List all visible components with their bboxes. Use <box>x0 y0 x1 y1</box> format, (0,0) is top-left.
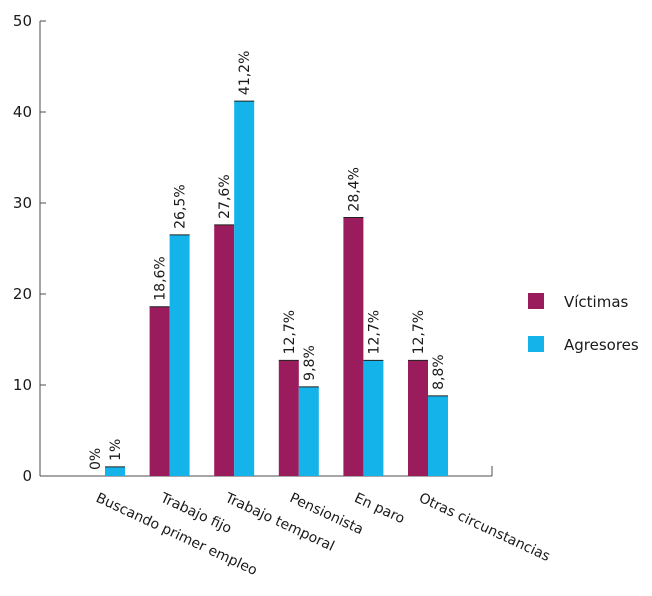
bar-victimas <box>343 217 364 476</box>
data-label: 0% <box>88 448 104 470</box>
bar-victimas <box>278 360 299 476</box>
data-labels: 0% 1%18,6%26,5% 27,6%41,2%12,7%9,8%28,4%12… <box>88 51 447 470</box>
bar-victimas <box>149 306 170 476</box>
y-tick-label: 40 <box>13 103 32 121</box>
legend-swatch <box>528 336 544 352</box>
bar-agresores <box>428 395 448 476</box>
data-label: 12,7% <box>282 310 298 354</box>
data-label: 27,6% <box>217 174 233 218</box>
bar-agresores <box>363 360 384 476</box>
legend-label: Víctimas <box>564 293 629 311</box>
category-label: Otras circunstancias <box>416 490 552 565</box>
y-tick-label: 10 <box>13 376 32 394</box>
legend-label: Agresores <box>564 336 639 354</box>
bar-victimas <box>408 360 428 476</box>
data-label: 9,8% <box>302 345 318 381</box>
legend: Víctimas Agresores <box>528 293 639 354</box>
bars <box>105 100 448 476</box>
legend-swatch <box>528 293 544 309</box>
bar-agresores <box>169 234 190 476</box>
data-label: 18,6% <box>153 256 169 300</box>
bar-agresores <box>298 386 319 476</box>
data-label: 12,7% <box>411 310 427 354</box>
y-tick-label: 20 <box>13 285 32 303</box>
y-tick-label: 0 <box>22 467 32 485</box>
data-label: 1% <box>108 439 124 461</box>
bar-victimas <box>214 224 235 476</box>
data-label: 12,7% <box>366 310 382 354</box>
data-label: 8,8% <box>431 354 447 390</box>
y-tick-label: 30 <box>13 194 32 212</box>
data-label: 26,5% <box>173 184 189 228</box>
bar-agresores <box>105 466 125 476</box>
data-label: 28,4% <box>346 167 362 211</box>
y-tick-label: 50 <box>13 12 32 30</box>
category-label: Trabajo temporal <box>222 490 337 555</box>
data-label: 41,2% <box>237 51 253 95</box>
bar-agresores <box>234 101 255 476</box>
